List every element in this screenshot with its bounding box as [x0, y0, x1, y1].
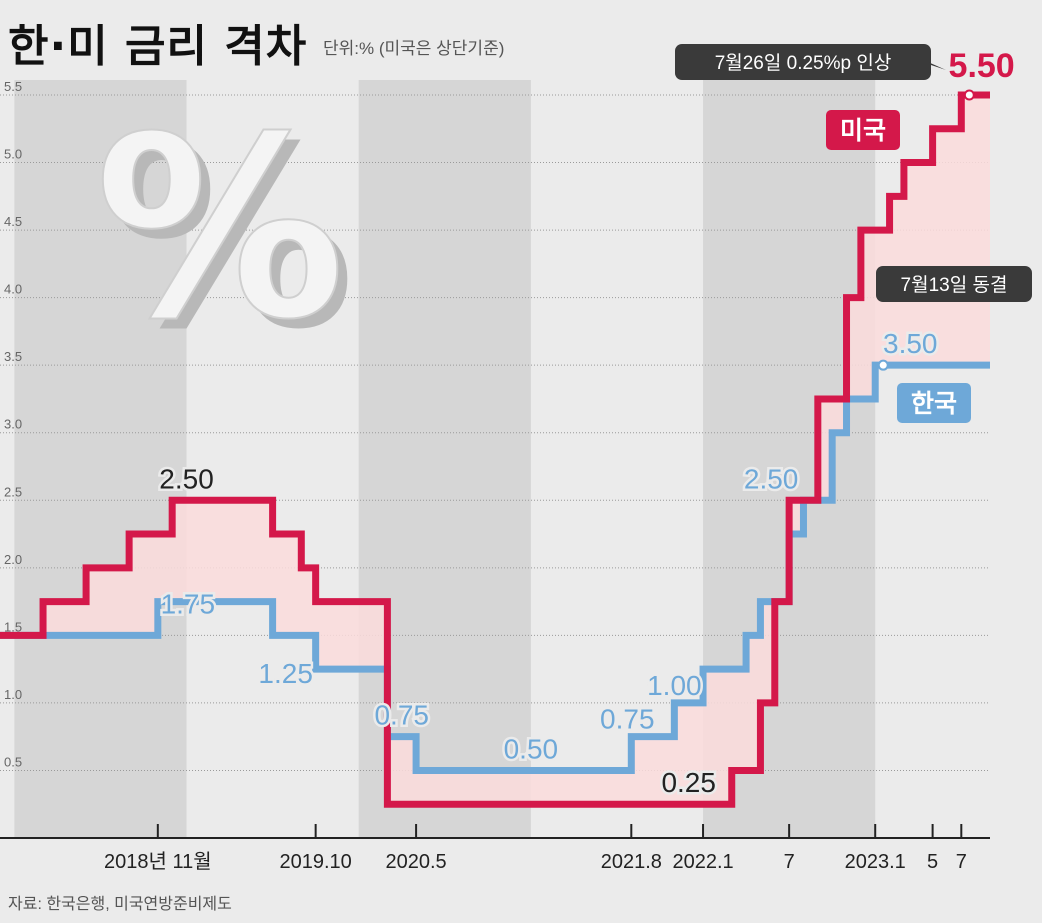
value-label: 0.50 — [504, 733, 559, 764]
legend-kr: 한국 — [897, 383, 971, 423]
callout-us: 7월26일 0.25%p 인상 — [675, 44, 946, 80]
x-tick-label: 2018년 11월 — [104, 850, 212, 873]
y-tick-label: 1.0 — [4, 687, 22, 702]
y-tick-label: 3.0 — [4, 417, 22, 432]
x-tick-label: 2023.1 — [845, 851, 906, 873]
value-label: 0.75 — [600, 704, 655, 735]
x-tick-label: 7 — [956, 851, 967, 873]
legend-us: 미국 — [826, 110, 900, 150]
legend-kr-label: 한국 — [911, 389, 957, 418]
x-tick-label: 2021.8 — [601, 851, 662, 873]
value-label: 2.50 — [744, 463, 799, 494]
x-tick-label: 5 — [927, 851, 938, 873]
y-tick-label: 0.5 — [4, 754, 22, 769]
end-marker-us — [965, 91, 974, 100]
y-tick-label: 3.5 — [4, 349, 22, 364]
value-label: 0.25 — [661, 767, 716, 798]
legend-us-label: 미국 — [840, 116, 886, 145]
callout-us-text: 7월26일 0.25%p 인상 — [715, 52, 892, 74]
end-marker-kr — [879, 361, 888, 370]
callout-kr-text: 7월13일 동결 — [901, 274, 1008, 296]
chart-title: 한·미 금리 격차 — [8, 10, 307, 74]
percent-graphic: %% — [95, 83, 356, 384]
y-tick-label: 4.0 — [4, 282, 22, 297]
source-note: 자료: 한국은행, 미국연방준비제도 — [8, 890, 232, 914]
value-label: 5.50 — [949, 47, 1015, 85]
value-label: 1.75 — [161, 589, 216, 620]
y-tick-label: 2.5 — [4, 484, 22, 499]
percent-icon: % — [95, 83, 346, 374]
x-tick-label: 7 — [784, 851, 795, 873]
value-label: 3.50 — [883, 328, 938, 359]
callout-kr: 7월13일 동결 — [876, 266, 1032, 302]
x-tick-label: 2020.5 — [386, 851, 447, 873]
value-label: 2.50 — [159, 463, 214, 494]
unit-note: 단위:% (미국은 상단기준) — [323, 34, 504, 59]
value-label: 1.25 — [258, 658, 313, 689]
y-tick-label: 4.5 — [4, 214, 22, 229]
x-tick-label: 2019.10 — [280, 851, 352, 873]
y-tick-label: 2.0 — [4, 552, 22, 567]
x-tick-label: 2022.1 — [672, 851, 733, 873]
y-tick-label: 5.0 — [4, 147, 22, 162]
value-label: 1.00 — [647, 670, 702, 701]
value-label: 0.75 — [374, 700, 429, 731]
y-tick-label: 5.5 — [4, 79, 22, 94]
